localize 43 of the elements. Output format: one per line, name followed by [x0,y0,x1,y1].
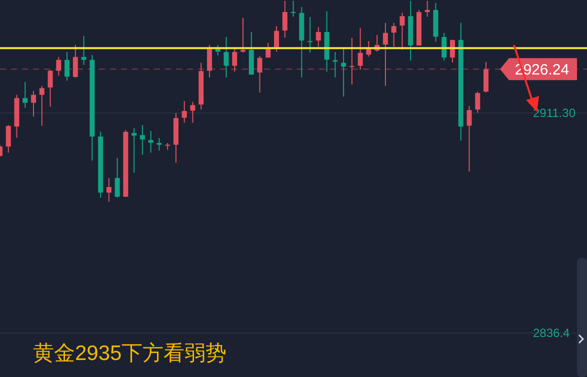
candlestick [72,44,78,78]
candlestick [232,47,238,72]
candlestick [81,36,86,66]
candlestick [282,0,288,38]
candlestick [442,32,447,61]
candlestick [290,0,296,18]
candlestick [106,177,112,202]
text: 黄金2935下方看弱势 [33,342,227,365]
candlestick [156,138,162,152]
candlestick [316,26,321,48]
candlestick [349,37,354,86]
candlestick [64,51,70,82]
candlestick [182,100,187,124]
candlestick [424,0,430,18]
candlestick [148,130,154,154]
candlestick [366,40,372,58]
candlestick [391,22,396,48]
y-tick-label: 2836.4 [533,326,570,340]
candlestick [6,124,11,154]
candlestick [39,86,44,126]
candlestick [382,22,388,86]
candlestick [31,90,36,118]
candlestick [274,26,280,52]
candlestick [358,27,363,70]
candlestick [484,61,488,93]
y-tick-label: 2911.30 [533,106,576,120]
candlestick [56,56,62,76]
candlestick [400,12,405,50]
candlestick [308,16,313,54]
ref-line-label: 2926.24 [514,61,570,78]
candlestick [332,51,338,78]
candlestick [257,56,262,93]
candlestick [341,48,346,98]
candlestick [206,44,212,78]
candlestick [466,105,472,172]
candlestick [224,36,229,78]
candlestick [132,128,137,174]
candlestick [114,157,120,198]
candlestick [22,81,28,108]
candlestick [48,69,53,108]
candlestick [190,101,196,124]
candlestick [140,124,145,156]
candlestick [475,91,480,114]
